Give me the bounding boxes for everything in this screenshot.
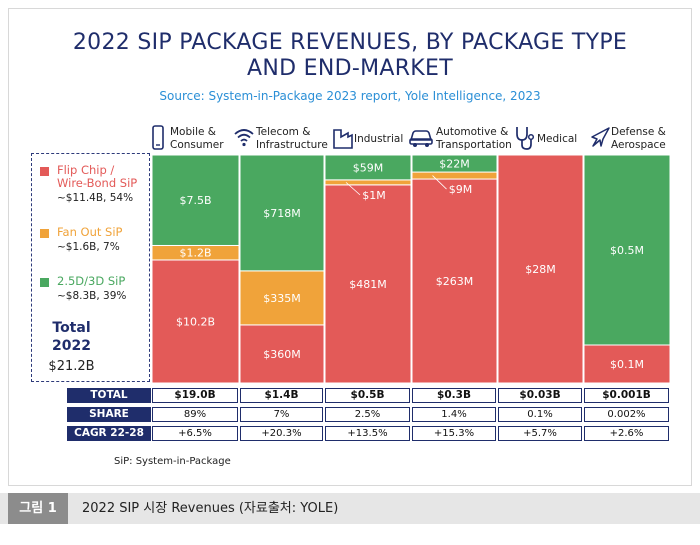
table-cell: 2.5% [325, 407, 410, 422]
data-label: $1.2B [179, 247, 211, 260]
data-label: $0.1M [610, 358, 644, 371]
table-cell: 89% [152, 407, 238, 422]
table-cell: +2.6% [584, 426, 669, 441]
category-label: Mobile & Consumer [170, 126, 224, 151]
legend-name-line: Flip Chip / [57, 163, 115, 177]
legend-name: Fan Out SiP [57, 225, 123, 239]
category-label-line: Infrastructure [256, 138, 328, 151]
data-label: $481M [349, 278, 387, 291]
data-label: $335M [263, 292, 301, 305]
bar-segment [324, 179, 412, 186]
category-label: Industrial [354, 133, 404, 145]
table-cell: $1.4B [240, 388, 323, 403]
category-label-line: Transportation [436, 138, 512, 151]
category-label-line: Aerospace [611, 138, 666, 151]
label-leader-line [345, 182, 361, 196]
bar-segment [411, 171, 498, 180]
wifi-icon [234, 129, 254, 147]
grand-total-value: $21.2B [48, 359, 95, 374]
chart-title: 2022 SIP PACKAGE REVENUES, BY PACKAGE TY… [72, 30, 628, 55]
legend-swatch [40, 229, 49, 238]
category-label-line: Defense & [611, 126, 666, 138]
stethoscope-icon [516, 127, 535, 150]
grand-total-line: 2022 [52, 338, 91, 354]
data-label: $0.5M [610, 244, 644, 257]
data-label: $718M [263, 207, 301, 220]
bar-segment [324, 154, 412, 181]
factory-icon [333, 129, 353, 149]
label-leader-line [432, 175, 447, 190]
table-row-header: TOTAL [67, 388, 151, 403]
chart-title-line2: AND END-MARKET [247, 56, 453, 81]
data-label: $1M [362, 189, 386, 202]
figure-caption: 2022 SIP 시장 Revenues (자료출처: YOLE) [82, 501, 339, 516]
table-cell: +13.5% [325, 426, 410, 441]
table-cell: $0.001B [584, 388, 669, 403]
data-label: $10.2B [176, 315, 215, 328]
data-label: $22M [439, 158, 470, 171]
legend-swatch [40, 278, 49, 287]
jet-icon [591, 127, 610, 147]
legend-value: ~$1.6B, 7% [57, 241, 120, 253]
category-label-line: Consumer [170, 138, 224, 151]
bar-segment [239, 154, 325, 272]
table-cell: +15.3% [412, 426, 496, 441]
table-cell: $0.5B [325, 388, 410, 403]
table-cell: +20.3% [240, 426, 323, 441]
table-cell: 7% [240, 407, 323, 422]
bar-segment [151, 259, 240, 384]
grand-total-label: Total 2022 [31, 319, 150, 355]
phone-icon [152, 125, 164, 150]
legend-value: ~$11.4B, 54% [57, 192, 134, 204]
data-label: $360M [263, 348, 301, 361]
table-cell: $0.3B [412, 388, 496, 403]
table-cell: $19.0B [152, 388, 238, 403]
data-label: $9M [449, 183, 473, 196]
chart-subtitle: Source: System-in-Package 2023 report, Y… [159, 89, 541, 103]
data-label: $7.5B [179, 194, 211, 207]
table-cell: 1.4% [412, 407, 496, 422]
grand-total-line: Total [52, 320, 91, 336]
category-label: Automotive & Transportation [436, 126, 512, 151]
bar-segment [151, 154, 240, 246]
bar-segment [411, 154, 498, 173]
figure-caption-bar: 그림 1 2022 SIP 시장 Revenues (자료출처: YOLE) [0, 493, 700, 524]
bar-segment [411, 178, 498, 384]
category-label: Medical [537, 133, 578, 145]
legend-swatch [40, 167, 49, 176]
bar-segment [239, 270, 325, 326]
category-label-line: Telecom & [256, 126, 311, 138]
data-label: $263M [436, 275, 474, 288]
figure-label: 그림 1 [8, 493, 68, 524]
data-label: $28M [525, 263, 556, 276]
legend-value: ~$8.3B, 39% [57, 290, 127, 302]
legend-name: 2.5D/3D SiP [57, 274, 126, 288]
legend-name-line: Wire-Bond SiP [57, 176, 138, 190]
data-label: $59M [353, 161, 384, 174]
bar-segment [324, 184, 412, 384]
category-label: Telecom & Infrastructure [256, 126, 328, 151]
table-cell: 0.1% [498, 407, 582, 422]
table-cell: +6.5% [152, 426, 238, 441]
table-cell: +5.7% [498, 426, 582, 441]
category-label-line: Mobile & [170, 126, 216, 138]
footnote: SiP: System-in-Package [114, 456, 231, 467]
legend: Flip Chip / Wire-Bond SiP ~$11.4B, 54% Fa… [31, 153, 150, 382]
legend-name: Flip Chip / Wire-Bond SiP [57, 164, 157, 190]
table-row-header: SHARE [67, 407, 151, 422]
table-cell: $0.03B [498, 388, 582, 403]
bar-segment [497, 154, 584, 384]
category-label: Defense & Aerospace [611, 126, 666, 151]
table-cell: 0.002% [584, 407, 669, 422]
car-icon [409, 130, 433, 147]
category-label-line: Automotive & [436, 126, 509, 138]
bar-segment [583, 154, 671, 346]
table-row-header: CAGR 22-28 [67, 426, 151, 441]
